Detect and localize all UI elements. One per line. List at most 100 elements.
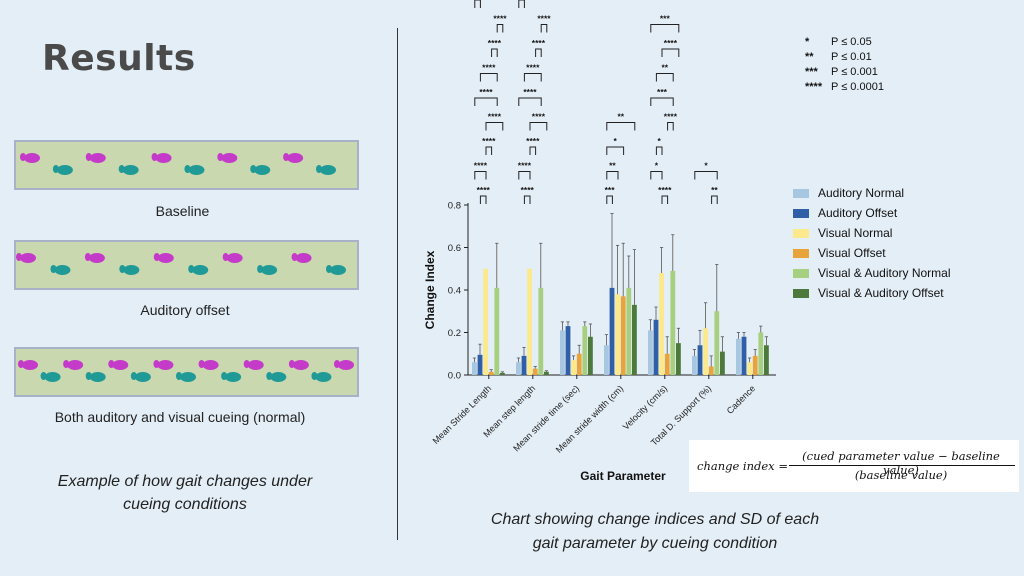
bar bbox=[708, 366, 714, 375]
bar bbox=[714, 311, 720, 375]
significance-key: * P ≤ 0.05 ** P ≤ 0.01 *** P ≤ 0.001 **** P … bbox=[805, 35, 884, 95]
bar bbox=[676, 343, 681, 375]
bar bbox=[538, 287, 544, 375]
chart-caption: Chart showing change indices and SD of e… bbox=[470, 508, 840, 556]
significance-bracket: **** bbox=[661, 38, 680, 57]
significance-bracket: **** bbox=[523, 63, 542, 82]
left-footprint bbox=[85, 153, 106, 163]
left-footprint bbox=[63, 360, 84, 370]
bar bbox=[620, 296, 626, 375]
right-footprint bbox=[50, 265, 71, 275]
x-tick-label: Mean Stride Length bbox=[431, 383, 494, 446]
example-caption-line-1: Example of how gait changes under bbox=[57, 473, 313, 490]
sig-label: P ≤ 0.001 bbox=[831, 66, 878, 78]
left-footprint bbox=[217, 153, 238, 163]
y-tick-label: 0.8 bbox=[448, 201, 461, 212]
legend-item: Visual & Auditory Offset bbox=[793, 283, 951, 303]
bar bbox=[604, 345, 609, 375]
left-footprint bbox=[20, 153, 40, 163]
legend-swatch bbox=[793, 228, 809, 238]
bar bbox=[653, 319, 659, 375]
significance-bracket: ** bbox=[606, 112, 636, 131]
significance-label: **** bbox=[521, 185, 535, 195]
significance-bracket: * bbox=[694, 161, 718, 180]
significance-label: **** bbox=[532, 38, 546, 48]
strip-caption-baseline: Baseline bbox=[155, 203, 210, 219]
legend-swatch bbox=[793, 188, 809, 198]
significance-bracket: *** bbox=[605, 185, 616, 204]
bar bbox=[532, 368, 538, 375]
sig-row: * P ≤ 0.05 bbox=[805, 35, 884, 50]
bar bbox=[521, 355, 527, 375]
significance-label: **** bbox=[474, 161, 488, 171]
significance-bracket: **** bbox=[488, 38, 502, 57]
formula-lhs: change index = bbox=[697, 459, 788, 473]
formula-denominator: (baseline value) bbox=[854, 468, 948, 482]
strip-caption-auditory-offset: Auditory offset bbox=[140, 302, 230, 318]
bar bbox=[615, 294, 620, 375]
left-footprint bbox=[18, 360, 38, 370]
bar bbox=[472, 362, 477, 375]
legend-label: Visual & Auditory Normal bbox=[818, 266, 951, 280]
left-footprint bbox=[334, 360, 354, 370]
significance-bracket: **** bbox=[521, 185, 535, 204]
significance-label: **** bbox=[537, 14, 551, 24]
sig-label: P ≤ 0.0001 bbox=[831, 81, 884, 93]
bar bbox=[488, 371, 494, 375]
left-footprint bbox=[283, 153, 304, 163]
bar bbox=[703, 328, 708, 375]
chart-legend: Auditory Normal Auditory Offset Visual N… bbox=[793, 183, 951, 303]
significance-bracket: **** bbox=[526, 136, 540, 155]
significance-label: ** bbox=[711, 185, 718, 195]
bar bbox=[648, 330, 653, 375]
significance-bracket: **** bbox=[518, 0, 525, 8]
significance-label: **** bbox=[479, 87, 493, 97]
significance-bracket: ** bbox=[655, 63, 674, 82]
legend-item: Auditory Offset bbox=[793, 203, 951, 223]
bar bbox=[758, 332, 764, 375]
sig-label: P ≤ 0.01 bbox=[831, 51, 872, 63]
significance-bracket: **** bbox=[537, 14, 551, 33]
sig-stars: **** bbox=[805, 81, 823, 93]
significance-label: ** bbox=[661, 63, 668, 73]
significance-label: **** bbox=[488, 38, 502, 48]
x-tick-label: Velocity (cm/s) bbox=[621, 383, 669, 431]
bar bbox=[752, 355, 758, 375]
significance-bracket: **** bbox=[518, 87, 542, 106]
chart-caption-line-2: gait parameter by cueing condition bbox=[532, 535, 778, 552]
x-axis-label: Gait Parameter bbox=[580, 469, 666, 483]
legend-item: Auditory Normal bbox=[793, 183, 951, 203]
significance-label: *** bbox=[660, 14, 671, 24]
significance-label: **** bbox=[482, 136, 496, 146]
right-footprint bbox=[85, 372, 106, 382]
legend-label: Visual Offset bbox=[818, 246, 886, 260]
significance-label: * bbox=[655, 161, 659, 171]
bar bbox=[500, 372, 505, 375]
chart-caption-line-1: Chart showing change indices and SD of e… bbox=[490, 511, 820, 528]
bar bbox=[632, 304, 637, 375]
significance-label: ** bbox=[617, 112, 624, 122]
right-footprint bbox=[316, 165, 336, 175]
legend-item: Visual Normal bbox=[793, 223, 951, 243]
bar bbox=[494, 287, 500, 375]
right-footprint bbox=[118, 165, 139, 175]
right-footprint bbox=[250, 165, 271, 175]
bar bbox=[527, 268, 532, 375]
significance-bracket: *** bbox=[650, 14, 680, 33]
legend-label: Auditory Offset bbox=[818, 206, 898, 220]
significance-label: **** bbox=[526, 136, 540, 146]
significance-label: *** bbox=[657, 87, 668, 97]
y-tick-label: 0.0 bbox=[448, 371, 461, 382]
significance-label: **** bbox=[477, 185, 491, 195]
left-footprint bbox=[291, 253, 312, 263]
x-tick-label: Cadence bbox=[725, 383, 758, 416]
bar bbox=[747, 362, 752, 375]
significance-label: *** bbox=[605, 185, 616, 195]
bar bbox=[576, 353, 582, 375]
sig-stars: * bbox=[805, 36, 810, 48]
sig-row: ** P ≤ 0.01 bbox=[805, 50, 884, 65]
legend-item: Visual Offset bbox=[793, 243, 951, 263]
legend-swatch bbox=[793, 288, 809, 298]
gait-strip-both-cueing bbox=[14, 347, 359, 397]
change-index-bar-chart: 0.0 0.2 0.4 0.6 0.8 Change Index Gait Paramete… bbox=[423, 0, 776, 483]
